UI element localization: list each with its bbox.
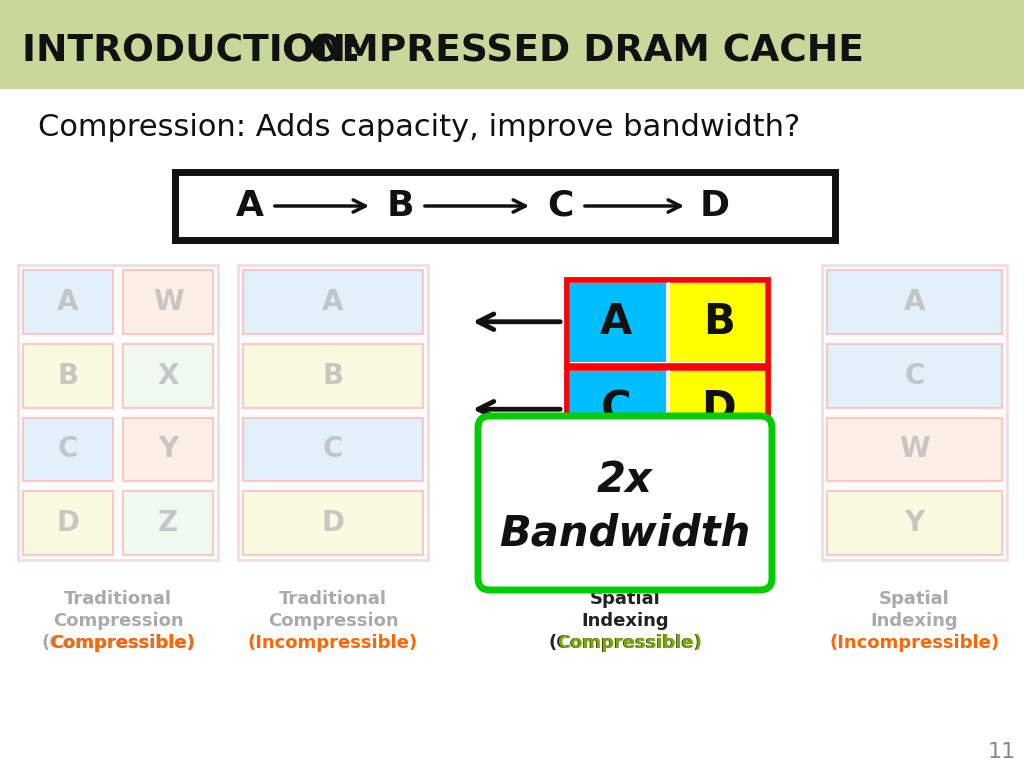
- Text: C: C: [323, 435, 343, 463]
- Bar: [23, 344, 113, 408]
- Text: Z: Z: [158, 509, 178, 537]
- Text: A: A: [323, 288, 344, 316]
- Text: Traditional: Traditional: [63, 590, 172, 608]
- Text: W: W: [899, 435, 930, 463]
- Text: A: A: [600, 301, 633, 343]
- Bar: [243, 492, 423, 555]
- Text: Traditional: Traditional: [279, 590, 387, 608]
- Text: A: A: [57, 288, 79, 316]
- Text: Spatial: Spatial: [590, 590, 660, 608]
- Text: (Incompressible): (Incompressible): [248, 634, 418, 652]
- Text: Compression: Compression: [267, 612, 398, 630]
- Text: A: A: [236, 189, 264, 223]
- Bar: [827, 344, 1002, 408]
- Text: (Compressible): (Compressible): [41, 634, 195, 652]
- Bar: [23, 270, 113, 334]
- Bar: [123, 418, 213, 482]
- Bar: [0, 0, 1024, 88]
- Text: D: D: [322, 509, 344, 537]
- Bar: [243, 418, 423, 482]
- Text: A: A: [904, 288, 926, 316]
- Bar: [123, 270, 213, 334]
- Text: B: B: [386, 189, 414, 223]
- Text: C: C: [547, 189, 573, 223]
- Text: 2x: 2x: [597, 459, 653, 501]
- Text: D: D: [56, 509, 80, 537]
- Text: Compressible): Compressible): [50, 634, 196, 652]
- Text: D: D: [700, 189, 730, 223]
- Bar: [18, 265, 218, 560]
- Text: Bandwidth: Bandwidth: [500, 512, 751, 554]
- Text: Compression: Adds capacity, improve bandwidth?: Compression: Adds capacity, improve band…: [38, 114, 800, 143]
- Bar: [243, 270, 423, 334]
- Bar: [23, 492, 113, 555]
- Bar: [827, 492, 1002, 555]
- Text: B: B: [323, 362, 344, 389]
- Text: B: B: [57, 362, 79, 389]
- Text: X: X: [158, 362, 178, 389]
- Bar: [565, 278, 770, 453]
- Text: (Incompressible): (Incompressible): [829, 634, 999, 652]
- Text: C: C: [57, 435, 78, 463]
- Text: INTRODUCTION:: INTRODUCTION:: [22, 34, 374, 70]
- Bar: [123, 492, 213, 555]
- Bar: [670, 370, 765, 449]
- Text: Compressible): Compressible): [557, 634, 702, 652]
- Text: B: B: [702, 301, 734, 343]
- Bar: [123, 344, 213, 408]
- Text: C: C: [601, 389, 632, 430]
- Bar: [175, 172, 835, 240]
- FancyBboxPatch shape: [478, 416, 772, 590]
- Text: Y: Y: [158, 435, 178, 463]
- Text: D: D: [701, 389, 736, 430]
- Bar: [567, 280, 768, 366]
- Text: W: W: [153, 288, 183, 316]
- Text: Indexing: Indexing: [870, 612, 958, 630]
- Text: Indexing: Indexing: [582, 612, 669, 630]
- Bar: [570, 370, 666, 449]
- Text: Compression: Compression: [52, 612, 183, 630]
- Text: COMPRESSED DRAM CACHE: COMPRESSED DRAM CACHE: [282, 34, 864, 70]
- Text: 11: 11: [988, 742, 1016, 762]
- Text: (Compressible): (Compressible): [548, 634, 701, 652]
- Text: Y: Y: [904, 509, 925, 537]
- Bar: [23, 418, 113, 482]
- Bar: [567, 368, 768, 451]
- Bar: [822, 265, 1007, 560]
- Bar: [827, 270, 1002, 334]
- Bar: [238, 265, 428, 560]
- Bar: [827, 418, 1002, 482]
- Text: C: C: [904, 362, 925, 389]
- Bar: [670, 283, 765, 362]
- Bar: [570, 283, 666, 362]
- Text: Spatial: Spatial: [880, 590, 950, 608]
- Bar: [243, 344, 423, 408]
